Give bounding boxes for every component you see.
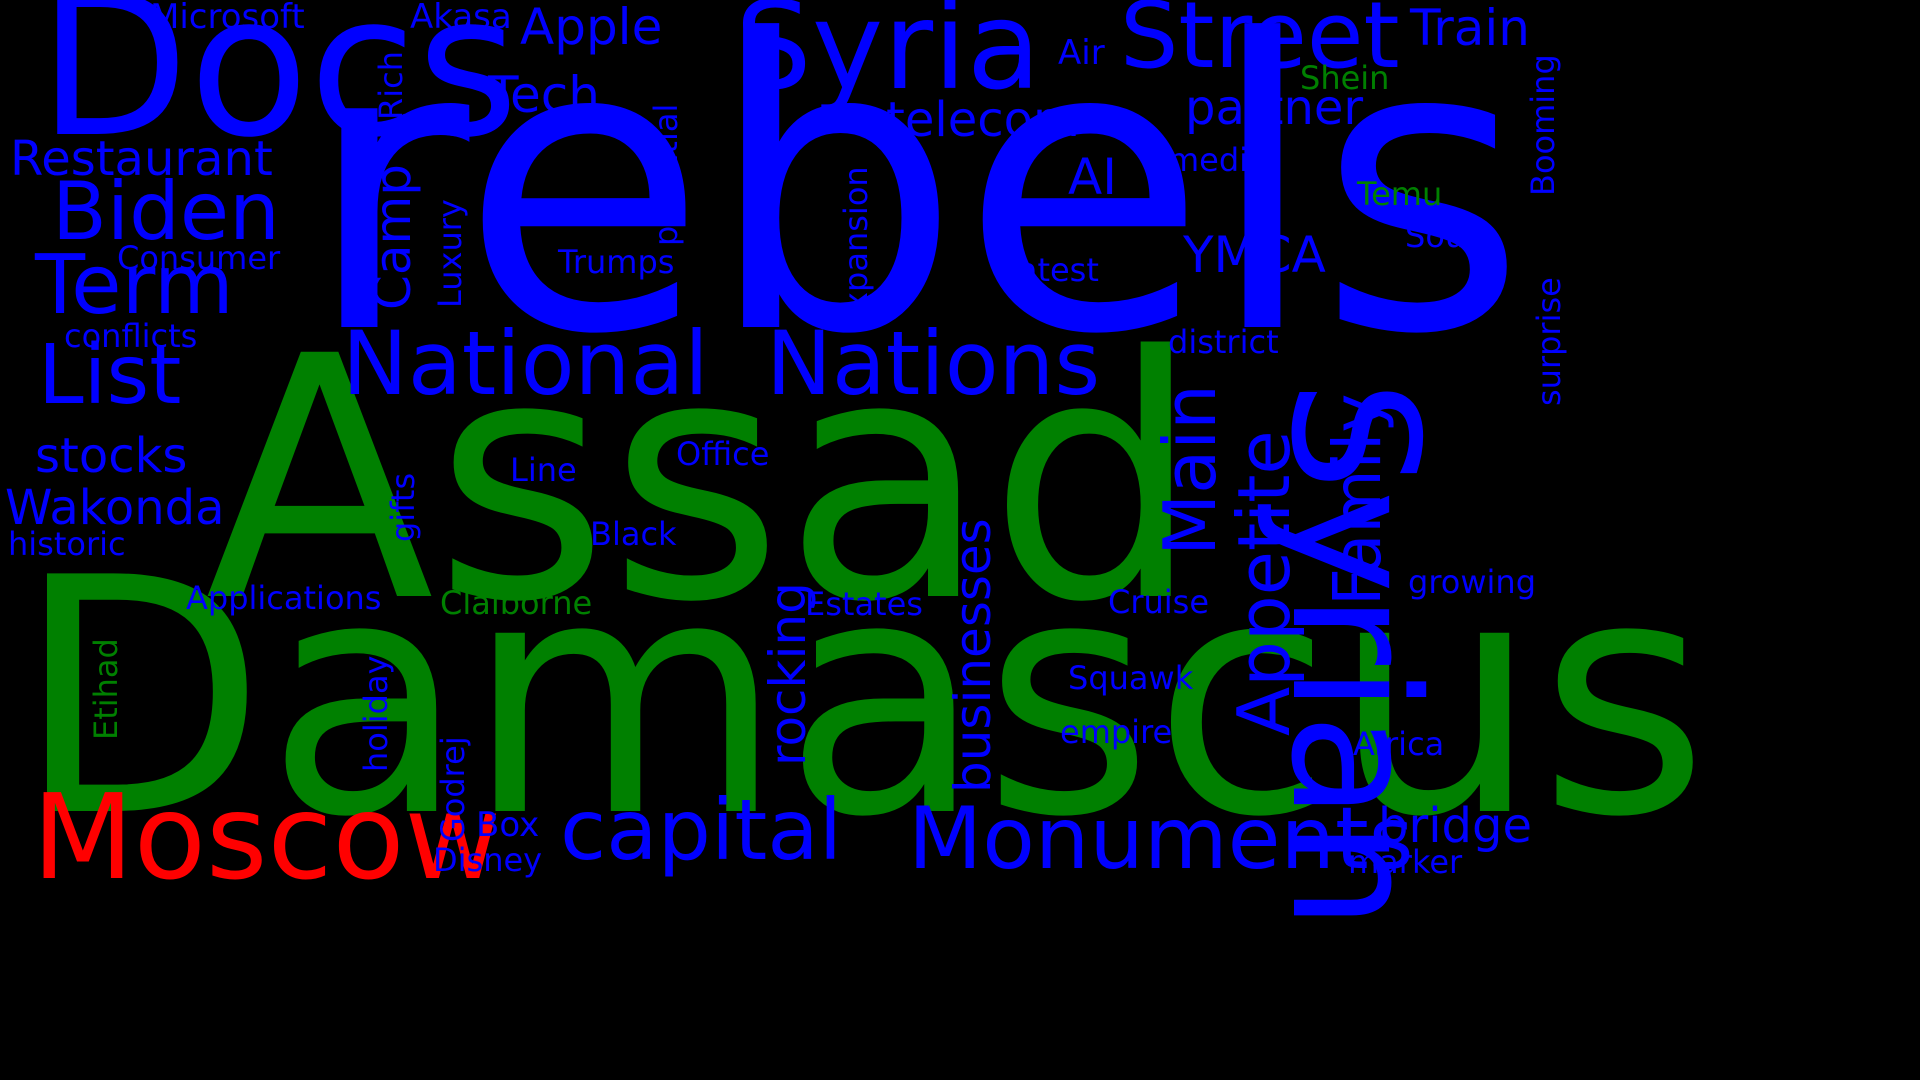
word-telecom: telecom bbox=[886, 92, 1080, 148]
word-list: List bbox=[38, 328, 182, 423]
word-appetite: Appetite bbox=[1222, 430, 1306, 736]
word-national: National bbox=[342, 312, 709, 415]
word-assad: Assad bbox=[205, 286, 1202, 676]
word-partner: partner bbox=[1185, 80, 1364, 136]
word-docs: Docs bbox=[38, 0, 519, 181]
word-tech: Tech bbox=[488, 66, 600, 124]
word-nations: Nations bbox=[766, 312, 1101, 415]
word-media: media bbox=[1168, 141, 1268, 179]
word-ymca: YMCA bbox=[1183, 226, 1326, 284]
word-ai: AI bbox=[1068, 148, 1117, 206]
word-consumer: Consumer bbox=[117, 239, 281, 277]
word-moscow: Moscow bbox=[32, 768, 502, 906]
word-conflicts: conflicts bbox=[64, 317, 198, 355]
word-biden: Biden bbox=[52, 165, 280, 258]
word-marker: marker bbox=[1348, 843, 1463, 881]
word-stocks: stocks bbox=[35, 428, 188, 484]
word-apple: Apple bbox=[520, 0, 663, 56]
word-africa: Africa bbox=[1353, 725, 1445, 763]
word-godrej: Godrej bbox=[434, 736, 472, 842]
word-temu: Temu bbox=[1357, 175, 1443, 213]
word-applications: Applications bbox=[186, 579, 382, 617]
word-growing: growing bbox=[1408, 563, 1536, 601]
word-businesses: businesses bbox=[944, 518, 1002, 793]
word-monuments: Monuments bbox=[908, 789, 1414, 889]
word-train: Train bbox=[1410, 0, 1530, 57]
word-main: Main bbox=[1148, 384, 1232, 556]
word-syria: Syria bbox=[735, 0, 1041, 117]
word-restaurant: Restaurant bbox=[10, 131, 273, 187]
word-trumps: Trumps bbox=[558, 243, 675, 281]
word-estates: Estates bbox=[805, 585, 923, 623]
word-luxury: Luxury bbox=[431, 199, 469, 308]
word-street: Street bbox=[1120, 0, 1400, 89]
word-surprise: surprise bbox=[1530, 277, 1568, 406]
word-booming: Booming bbox=[1524, 54, 1562, 196]
word-wakonda: Wakonda bbox=[5, 480, 225, 536]
word-bridge: bridge bbox=[1378, 798, 1533, 854]
word-disney: Disney bbox=[433, 841, 543, 879]
word-air: Air bbox=[1058, 33, 1105, 73]
word-squawk: Squawk bbox=[1068, 659, 1194, 697]
word-claiborne: Claiborne bbox=[440, 584, 593, 622]
word-damascus: Damascus bbox=[15, 508, 1709, 888]
word-office: Office bbox=[676, 435, 770, 473]
word-cruise: Cruise bbox=[1108, 583, 1210, 621]
word-capital: capital bbox=[560, 781, 843, 879]
word-district: district bbox=[1168, 323, 1279, 361]
word-rich: Rich bbox=[372, 51, 410, 120]
word-empire: empire bbox=[1060, 713, 1173, 751]
word-line: Line bbox=[510, 451, 577, 489]
word-term: Term bbox=[35, 238, 234, 333]
word-etihad: Etihad bbox=[87, 638, 125, 740]
word-camp: Camp bbox=[364, 164, 422, 310]
word-south: South bbox=[1405, 217, 1498, 255]
word-latest: Latest bbox=[1000, 251, 1099, 289]
word-potential: potential bbox=[647, 103, 685, 246]
word-shein: Shein bbox=[1300, 59, 1390, 97]
word-box: Box bbox=[476, 805, 540, 845]
word-holiday: holiday bbox=[357, 655, 395, 773]
word-family: Family bbox=[1319, 393, 1396, 606]
word-expansion: expansion bbox=[837, 166, 875, 330]
word-historic: historic bbox=[8, 525, 126, 563]
word-akasa: Akasa bbox=[410, 0, 512, 37]
word-gifts: gifts bbox=[384, 472, 422, 542]
word-black: Black bbox=[590, 515, 677, 553]
word-rebels: rebels bbox=[305, 0, 1527, 422]
word-microsoft: Microsoft bbox=[150, 0, 305, 37]
